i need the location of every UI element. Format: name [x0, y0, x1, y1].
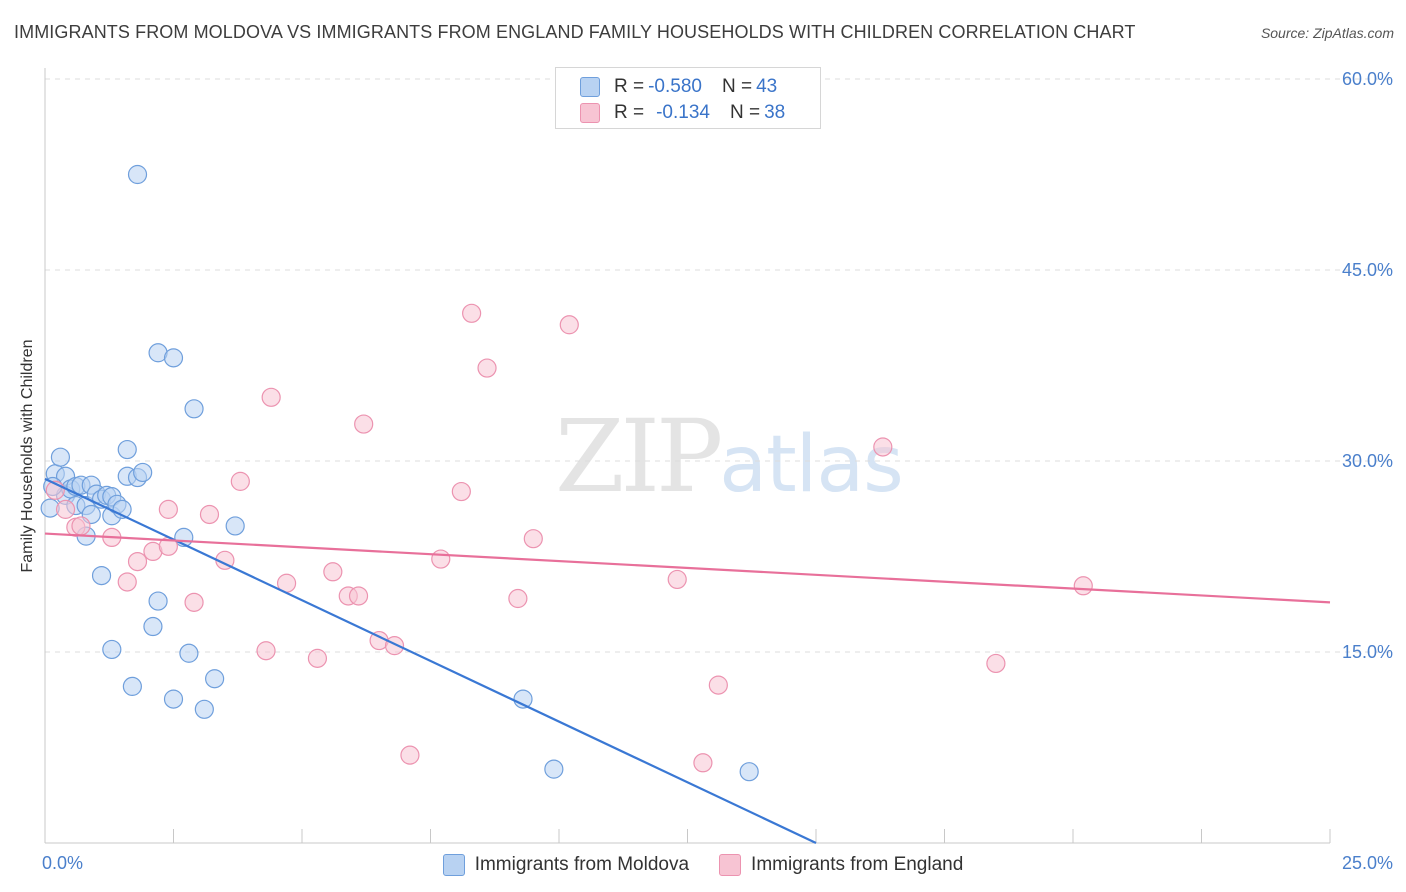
gridlines — [45, 78, 1393, 653]
moldova-point — [122, 676, 142, 696]
moldova-point — [225, 516, 245, 536]
watermark-zip: ZIP — [555, 398, 723, 515]
moldova-point — [739, 762, 759, 782]
legend-label-moldova: Immigrants from Moldova — [474, 854, 690, 875]
legend-item-england: Immigrants from England — [719, 854, 963, 876]
england-point — [986, 653, 1006, 674]
england-point — [323, 562, 343, 582]
england-point — [230, 471, 250, 491]
england-point — [117, 572, 137, 592]
england-point — [667, 569, 687, 590]
england-point — [384, 636, 405, 656]
trend-line-england — [44, 532, 1331, 604]
moldova-point — [194, 699, 214, 719]
legend-swatch-moldova — [442, 854, 465, 876]
y-tick-label: 30.0% — [1342, 451, 1393, 471]
source-credit: Source: ZipAtlas.com — [1260, 25, 1394, 41]
moldova-point — [163, 348, 184, 368]
legend-swatch-moldova — [580, 77, 600, 97]
y-tick-label: 60.0% — [1342, 69, 1393, 89]
england-point — [693, 753, 713, 773]
legend-r-value: -0.580 — [648, 76, 702, 97]
watermark: ZIPatlas — [555, 398, 904, 515]
england-point — [127, 551, 148, 572]
moldova-point — [133, 462, 153, 483]
trend-lines — [44, 477, 1331, 844]
y-tick-label: 15.0% — [1342, 642, 1393, 662]
england-point — [55, 499, 76, 519]
legend-n-value: 38 — [764, 102, 786, 123]
england-point — [523, 529, 543, 549]
england-point — [873, 437, 893, 457]
series-england-points — [45, 303, 1093, 773]
england-point — [462, 303, 482, 323]
england-point — [1073, 576, 1093, 596]
moldova-point — [127, 164, 148, 185]
legend-n-label: N = — [721, 76, 753, 97]
legend-swatch-england — [719, 854, 742, 876]
y-tick-label: 45.0% — [1342, 260, 1393, 280]
england-point — [348, 586, 369, 606]
moldova-point — [179, 643, 199, 663]
legend-row-england: R = -0.134 N = 38 — [580, 101, 785, 125]
england-point — [256, 641, 276, 661]
moldova-point — [117, 439, 137, 460]
england-point — [184, 592, 204, 612]
england-point — [508, 588, 528, 609]
moldova-point — [544, 759, 564, 779]
england-point — [199, 504, 220, 525]
england-point — [261, 387, 281, 407]
trend-line-moldova — [44, 477, 817, 844]
legend-label-england: Immigrants from England — [751, 854, 964, 875]
moldova-point — [143, 616, 163, 637]
england-point — [477, 358, 497, 378]
legend-swatch-england — [580, 103, 600, 123]
correlation-legend: R = -0.580 N = 43 R = -0.134 N = 38 — [555, 67, 821, 129]
england-point — [559, 315, 579, 335]
moldova-point — [163, 689, 184, 709]
england-point — [158, 499, 178, 519]
england-point — [708, 675, 728, 695]
watermark-atlas: atlas — [719, 420, 903, 510]
moldova-point — [205, 669, 225, 689]
legend-r-label: R = — [614, 76, 645, 97]
chart-title: IMMIGRANTS FROM MOLDOVA VS IMMIGRANTS FR… — [14, 22, 1136, 42]
series-moldova-points — [40, 164, 759, 782]
moldova-point — [91, 565, 112, 586]
legend-r-value: -0.134 — [656, 102, 710, 123]
moldova-point — [184, 399, 204, 419]
legend-item-moldova: Immigrants from Moldova — [442, 854, 690, 876]
moldova-point — [148, 591, 168, 611]
moldova-point — [50, 447, 71, 467]
axes — [44, 68, 1331, 844]
legend-row-moldova: R = -0.580 N = 43 — [580, 75, 777, 99]
x-tick-label: 0.0% — [42, 853, 83, 873]
england-point — [400, 745, 420, 765]
series-legend: Immigrants from Moldova Immigrants from … — [0, 852, 1406, 878]
legend-r-label: R = — [614, 102, 645, 123]
england-point — [307, 648, 328, 668]
england-point — [71, 516, 91, 536]
x-tick-label: 25.0% — [1342, 853, 1393, 873]
moldova-point — [102, 639, 122, 660]
tick-labels: 15.0% 30.0% 45.0% 60.0% 0.0% 25.0% — [42, 69, 1393, 873]
legend-n-value: 43 — [756, 76, 778, 97]
england-point — [431, 549, 451, 569]
england-point — [354, 414, 374, 434]
legend-n-label: N = — [729, 102, 761, 123]
england-point — [451, 481, 471, 502]
